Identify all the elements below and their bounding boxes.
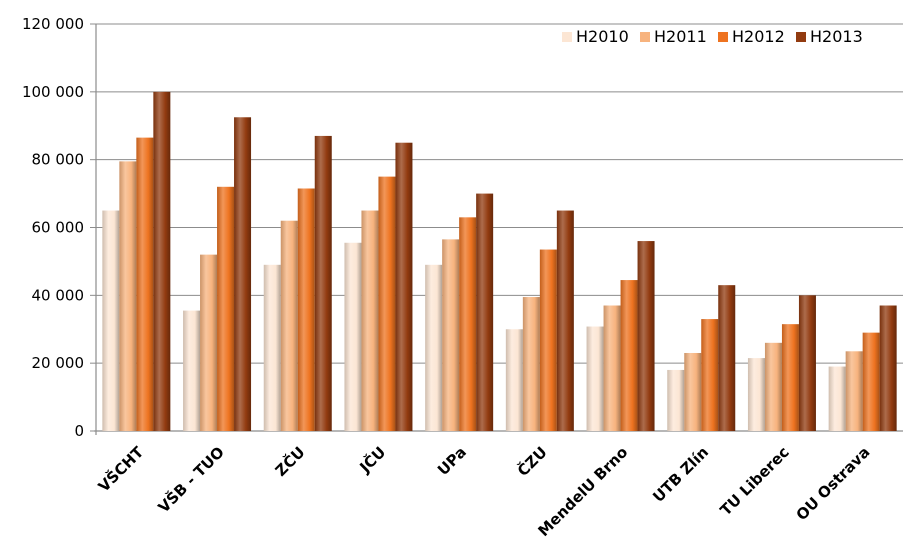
bar-h2011-1 bbox=[200, 254, 218, 431]
bar-h2013-9 bbox=[879, 305, 897, 431]
bar-h2012-6 bbox=[620, 280, 638, 431]
bar-h2013-2 bbox=[314, 135, 332, 432]
bar-h2011-4 bbox=[442, 239, 460, 431]
y-tick-label: 80 000 bbox=[32, 151, 85, 169]
x-category-label: ČZU bbox=[513, 442, 551, 480]
bar-h2013-3 bbox=[395, 142, 413, 432]
y-tick-label: 60 000 bbox=[32, 219, 85, 237]
bar-h2013-5 bbox=[556, 210, 574, 431]
x-category-label: UPa bbox=[434, 443, 470, 479]
bar-h2012-2 bbox=[297, 188, 315, 431]
x-category-label: JČU bbox=[355, 442, 389, 476]
legend-label-h2013: H2013 bbox=[810, 27, 863, 46]
bar-h2011-6 bbox=[603, 305, 621, 431]
y-tick-label: 0 bbox=[74, 422, 84, 440]
bar-h2010-2 bbox=[263, 264, 281, 431]
bar-h2011-9 bbox=[845, 351, 863, 431]
legend-swatch-h2013 bbox=[796, 32, 806, 42]
x-category-label: OU Ostrava bbox=[793, 443, 874, 524]
bar-h2011-3 bbox=[361, 210, 379, 431]
bar-h2010-1 bbox=[183, 310, 201, 431]
bar-h2010-3 bbox=[344, 242, 362, 431]
bar-h2012-5 bbox=[539, 249, 557, 431]
legend-label-h2012: H2012 bbox=[732, 27, 785, 46]
bar-h2010-8 bbox=[747, 358, 765, 431]
bar-h2013-7 bbox=[718, 285, 736, 431]
bar-h2011-7 bbox=[684, 352, 702, 431]
legend-swatch-h2012 bbox=[718, 32, 728, 42]
bar-h2010-6 bbox=[586, 326, 604, 431]
bar-h2013-1 bbox=[234, 117, 252, 431]
bar-h2010-7 bbox=[667, 369, 685, 431]
x-category-label: UTB Zlín bbox=[649, 443, 712, 506]
bar-h2011-8 bbox=[764, 342, 782, 431]
x-category-label: VŠB - TUO bbox=[154, 442, 228, 516]
legend: H2010 H2011 H2012 H2013 bbox=[562, 27, 863, 46]
y-tick-label: 40 000 bbox=[32, 286, 85, 304]
legend-swatch-h2011 bbox=[640, 32, 650, 42]
bar-h2012-9 bbox=[862, 332, 880, 431]
bar-h2010-0 bbox=[102, 210, 120, 431]
bar-h2013-4 bbox=[476, 193, 494, 431]
y-tick-label: 20 000 bbox=[32, 354, 85, 372]
bar-h2010-5 bbox=[505, 329, 523, 431]
legend-swatch-h2010 bbox=[562, 32, 572, 42]
bar-h2013-0 bbox=[153, 91, 171, 431]
bar-h2012-3 bbox=[378, 176, 396, 431]
bar-h2010-4 bbox=[425, 264, 443, 431]
x-category-label: ZČU bbox=[271, 442, 309, 480]
bar-h2012-1 bbox=[217, 186, 235, 431]
x-category-label: TU Liberec bbox=[717, 443, 793, 519]
y-axis-tick-labels: 0 20 000 40 000 60 000 80 000 100 000 120 000 bbox=[22, 15, 84, 440]
bar-h2010-9 bbox=[828, 366, 846, 431]
bar-h2013-8 bbox=[798, 295, 816, 431]
legend-label-h2010: H2010 bbox=[576, 27, 629, 46]
x-category-label: VŠCHT bbox=[94, 442, 148, 496]
y-tick-label: 100 000 bbox=[22, 83, 84, 101]
bar-h2012-4 bbox=[459, 217, 477, 431]
bar-h2012-8 bbox=[781, 324, 799, 431]
bars-layer bbox=[102, 91, 897, 432]
bar-h2011-5 bbox=[522, 297, 540, 431]
bar-h2011-2 bbox=[280, 220, 298, 431]
bar-h2013-6 bbox=[637, 241, 655, 431]
y-tick-label: 120 000 bbox=[22, 15, 84, 33]
x-category-label: MendelU Brno bbox=[534, 443, 631, 540]
bar-h2011-0 bbox=[119, 161, 137, 432]
bar-h2012-0 bbox=[136, 137, 154, 431]
bar-h2012-7 bbox=[701, 319, 719, 431]
legend-label-h2011: H2011 bbox=[654, 27, 707, 46]
